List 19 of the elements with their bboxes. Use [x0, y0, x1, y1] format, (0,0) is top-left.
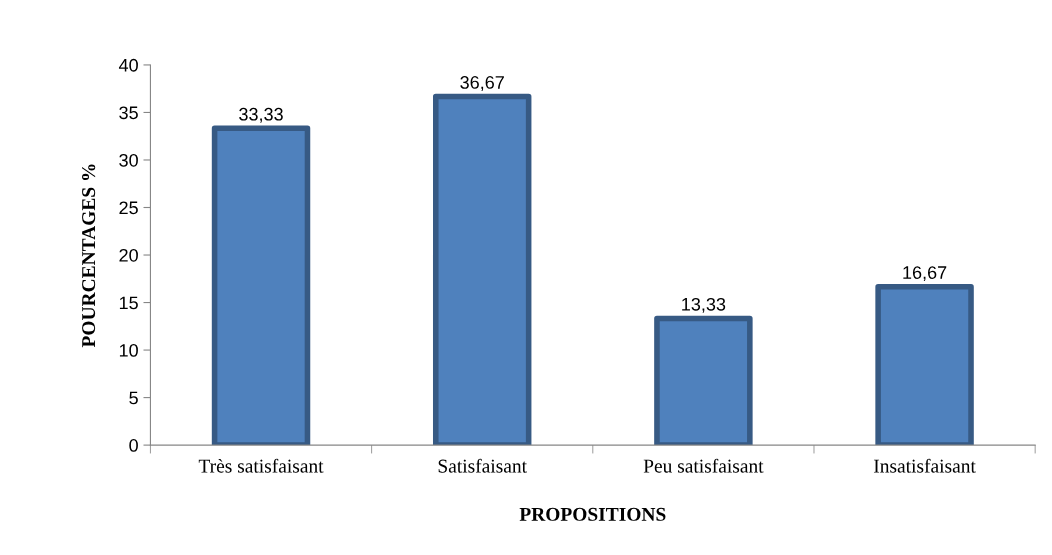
y-tick-label: 15 — [119, 296, 138, 310]
y-tick-label: 25 — [119, 201, 138, 215]
x-tick-label: Peu satisfaisant — [643, 458, 764, 473]
y-tick-label: 30 — [119, 153, 138, 167]
data-label: 33,33 — [239, 107, 283, 123]
y-tick-label: 10 — [119, 344, 138, 357]
y-tick-label: 5 — [129, 391, 138, 405]
y-axis-title: POURCENTAGES % — [82, 164, 96, 348]
data-label: 13,33 — [682, 297, 726, 313]
y-tick-label: 35 — [119, 106, 138, 120]
x-tick-label: Insatisfaisant — [873, 458, 976, 473]
y-tick-label: 20 — [119, 248, 138, 262]
x-tick-label: Très satisfaisant — [198, 458, 324, 473]
data-label: 36,67 — [460, 76, 504, 91]
x-tick-label: Satisfaisant — [438, 458, 527, 473]
data-label: 16,67 — [903, 266, 947, 282]
y-tick-label: 0 — [129, 439, 138, 452]
y-tick-label: 40 — [118, 58, 138, 72]
x-axis-title: PROPOSITIONS — [519, 507, 666, 521]
